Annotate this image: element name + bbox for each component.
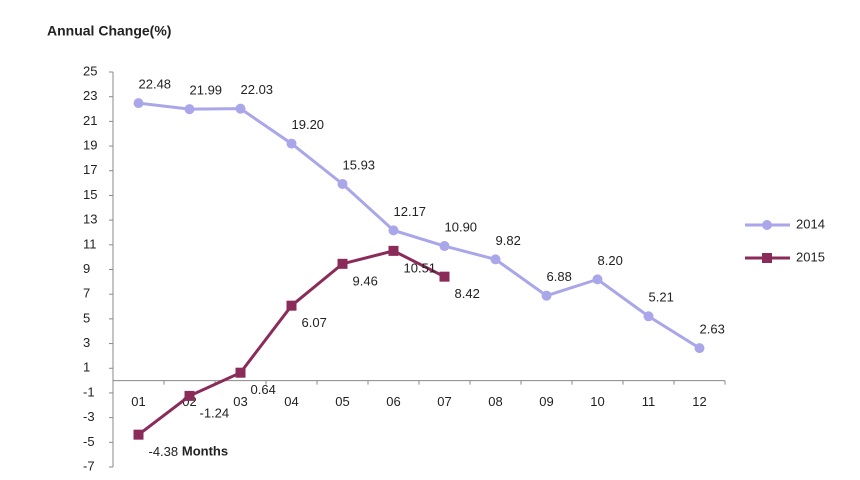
data-label: 21.99 [190,83,223,98]
y-tick-label: 13 [83,212,97,227]
x-axis-label: Months [182,443,228,458]
chart-title: Annual Change(%) [47,23,171,39]
data-label: 8.20 [598,253,623,268]
data-label: -4.38 [149,444,179,459]
data-label: 10.51 [404,260,437,275]
point [541,290,552,301]
data-label: 19.20 [292,117,325,132]
x-tick-label: 09 [539,394,553,409]
data-label: 9.46 [353,273,378,288]
point [235,367,246,378]
point [184,104,195,115]
y-tick-label: 1 [83,360,90,375]
point [439,271,450,282]
point [643,311,654,322]
point [592,274,603,285]
y-tick-label: 21 [83,113,97,128]
point [439,241,450,252]
legend-marker [762,220,772,230]
data-label: 0.64 [251,382,276,397]
x-tick-label: 01 [131,394,145,409]
y-tick-label: 19 [83,138,97,153]
x-tick-label: 05 [335,394,349,409]
y-tick-label: 7 [83,286,90,301]
point [337,178,348,189]
point [337,258,348,269]
x-tick-label: 06 [386,394,400,409]
legend-label: 2014 [796,216,825,231]
x-tick-label: 12 [692,394,706,409]
y-tick-label: 5 [83,310,90,325]
data-label: 15.93 [343,157,376,172]
data-label: 12.17 [394,204,427,219]
y-tick-label: 15 [83,187,97,202]
point [235,103,246,114]
point [286,300,297,311]
data-label: 6.88 [547,269,572,284]
y-tick-label: 23 [83,88,97,103]
x-tick-label: 10 [590,394,604,409]
data-label: 8.42 [455,286,480,301]
data-label: -1.24 [200,405,230,420]
y-tick-label: 25 [83,63,97,78]
point [286,138,297,149]
point [133,98,144,109]
point [388,245,399,256]
data-label: 10.90 [445,219,478,234]
data-label: 9.82 [496,233,521,248]
data-label: 22.03 [241,82,274,97]
y-tick-label: 3 [83,335,90,350]
point [694,343,705,354]
data-label: 22.48 [139,77,172,92]
point [133,429,144,440]
x-tick-label: 03 [233,394,247,409]
y-tick-label: 9 [83,261,90,276]
data-label: 5.21 [649,290,674,305]
data-label: 6.07 [302,315,327,330]
y-tick-label: -5 [83,434,95,449]
data-label: 2.63 [700,322,725,337]
legend-marker [762,253,772,263]
legend-label: 2015 [796,249,825,264]
point [184,390,195,401]
y-tick-label: -1 [83,384,95,399]
x-tick-label: 07 [437,394,451,409]
y-tick-label: 11 [83,236,97,251]
y-tick-label: -7 [83,458,95,473]
x-tick-label: 11 [642,394,656,409]
series-line [138,101,701,350]
y-tick-label: -3 [83,409,95,424]
point [490,254,501,265]
x-tick-label: 08 [488,394,502,409]
point [388,225,399,236]
x-tick-label: 04 [284,394,298,409]
y-tick-label: 17 [83,162,97,177]
